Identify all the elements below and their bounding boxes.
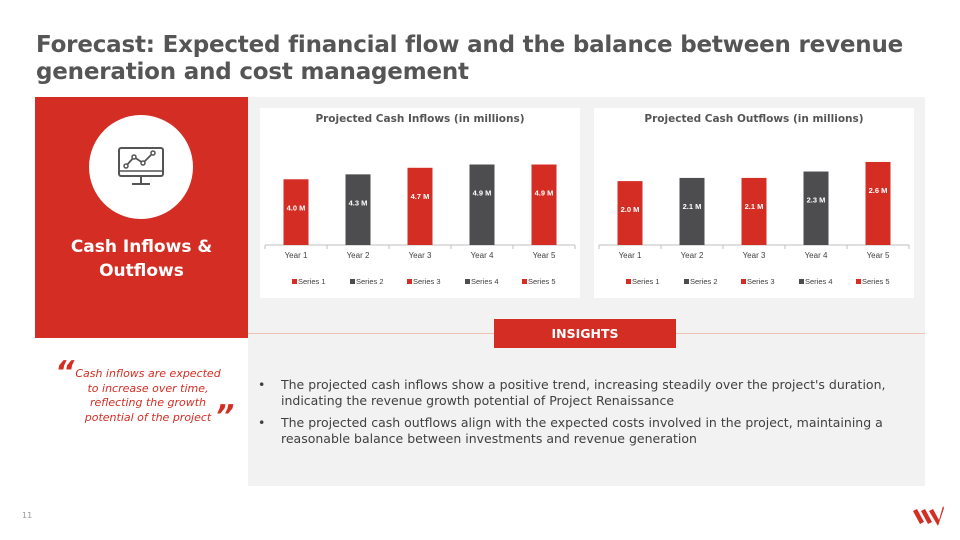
legend-label: Series 3 [413,277,441,286]
legend-swatch [465,279,470,284]
brand-logo-icon [913,506,944,526]
slide-number: 11 [22,511,33,520]
x-tick-label: Year 2 [681,251,704,260]
legend-swatch [350,279,355,284]
chart-bar [679,177,705,245]
quote-open-mark: “ [55,355,75,390]
content-area: Projected Cash Inflows (in millions) 4.0 … [248,97,925,486]
insight-bullet: The projected cash outflows align with t… [256,415,906,447]
legend-swatch [292,279,297,284]
x-tick-label: Year 2 [347,251,370,260]
quote-text: Cash inflows are expected to increase ov… [75,367,221,424]
quote-box: “ Cash inflows are expected to increase … [35,338,248,486]
chart-bar [345,174,371,245]
left-red-panel: Cash Inflows & Outflows “ Cash inflows a… [35,97,248,486]
legend-label: Series 4 [805,277,833,286]
x-tick-label: Year 1 [285,251,308,260]
bar-data-label: 2.6 M [869,186,888,195]
quote-close-mark: ” [215,399,235,434]
x-tick-label: Year 5 [533,251,556,260]
bar-data-label: 4.9 M [473,189,492,198]
legend-label: Series 2 [690,277,718,286]
insights-badge: INSIGHTS [494,319,676,348]
bar-data-label: 4.7 M [411,192,430,201]
outflows-chart-card: Projected Cash Outflows (in millions) 2.0… [594,108,914,298]
inflows-chart-card: Projected Cash Inflows (in millions) 4.0 … [260,108,580,298]
legend-label: Series 5 [528,277,556,286]
legend-swatch [407,279,412,284]
bar-data-label: 4.0 M [287,203,306,212]
legend-label: Series 1 [298,277,326,286]
legend-swatch [856,279,861,284]
bar-data-label: 2.1 M [745,202,764,211]
panel-heading: Cash Inflows & Outflows [70,237,213,281]
chart-bar [803,171,829,245]
x-tick-label: Year 1 [619,251,642,260]
x-tick-label: Year 5 [867,251,890,260]
legend-label: Series 1 [632,277,660,286]
legend-label: Series 4 [471,277,499,286]
chart-bar [469,164,495,245]
bar-data-label: 2.1 M [683,202,702,211]
x-tick-label: Year 4 [805,251,828,260]
icon-circle [89,115,193,219]
x-tick-label: Year 4 [471,251,494,260]
bar-data-label: 2.3 M [807,196,826,205]
legend-swatch [799,279,804,284]
chart-bar [741,177,767,245]
bar-data-label: 4.9 M [535,189,554,198]
chart-bar [617,181,643,245]
outflows-chart: Projected Cash Outflows (in millions) 2.0… [598,113,910,286]
chart-bar [531,164,557,245]
bar-data-label: 2.0 M [621,205,640,214]
legend-swatch [741,279,746,284]
chart-bar [407,167,433,245]
slide-title: Forecast: Expected financial flow and th… [36,32,904,85]
legend-swatch [626,279,631,284]
legend-label: Series 3 [747,277,775,286]
legend-label: Series 5 [862,277,890,286]
monitor-line-chart-icon [118,147,164,185]
chart-title: Projected Cash Inflows (in millions) [315,113,524,125]
x-tick-label: Year 3 [743,251,766,260]
bar-data-label: 4.3 M [349,198,368,207]
chart-bar [865,161,891,245]
x-tick-label: Year 3 [409,251,432,260]
insights-list: The projected cash inflows show a positi… [256,377,906,453]
legend-swatch [684,279,689,284]
legend-label: Series 2 [356,277,384,286]
inflows-chart: Projected Cash Inflows (in millions) 4.0 … [264,113,576,286]
chart-title: Projected Cash Outflows (in millions) [644,113,863,125]
legend-swatch [522,279,527,284]
insight-bullet: The projected cash inflows show a positi… [256,377,906,409]
chart-bar [283,179,309,245]
